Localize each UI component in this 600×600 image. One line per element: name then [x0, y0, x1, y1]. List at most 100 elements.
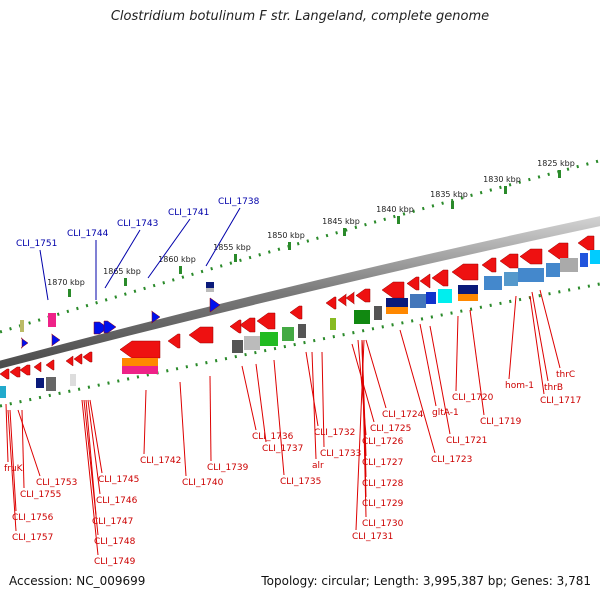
reverse-gene: [577, 235, 595, 251]
kbp-tick: [234, 254, 237, 262]
gene-label: CLI_1747: [92, 517, 133, 527]
gene-label: CLI_1730: [362, 519, 404, 529]
gene-label: CLI_1744: [67, 229, 109, 239]
gene-label: CLI_1731: [352, 532, 393, 542]
reverse-gene: [33, 361, 42, 373]
forward-gene: [48, 313, 56, 327]
genome-backbone: [0, 216, 600, 369]
reverse-gene: [65, 355, 74, 367]
accession-label: Accession: NC_009699: [9, 574, 146, 588]
gene-label: CLI_1724: [382, 410, 424, 420]
reverse-gene: [337, 293, 348, 307]
reverse-gene: [481, 257, 497, 273]
gene-block: [298, 324, 306, 338]
gene-leader-line: [21, 409, 25, 489]
gene-leader-line: [255, 363, 267, 443]
gene-leader-line: [429, 325, 451, 435]
gene-label: CLI_1757: [12, 533, 53, 543]
gene-leader-line: [89, 399, 103, 474]
gene-block: [426, 292, 436, 304]
gene-block: [330, 318, 336, 330]
reverse-gene: [19, 364, 31, 376]
reverse-gene: [188, 326, 214, 344]
gene-block: [504, 272, 518, 286]
gene-leader-line: [205, 207, 241, 267]
gene-leader-line: [321, 351, 325, 448]
gene-label: CLI_1717: [540, 396, 581, 406]
kbp-label: 1835 kbp: [430, 190, 468, 199]
forward-gene: [20, 320, 24, 332]
reverse-gene: [419, 273, 431, 289]
gene-label: hom-1: [505, 381, 534, 391]
kbp-label: 1870 kbp: [47, 278, 85, 287]
forward-gene: [206, 288, 214, 292]
gene-label: CLI_1756: [12, 513, 54, 523]
forward-gene: [20, 337, 29, 349]
kbp-label: 1850 kbp: [267, 231, 305, 240]
gene-label: CLI_1738: [218, 197, 260, 207]
gene-block: [244, 336, 260, 350]
kbp-tick: [504, 186, 507, 194]
gene-block: [232, 340, 243, 353]
gene-label: CLI_1739: [207, 463, 249, 473]
gene-label: thrC: [556, 370, 575, 380]
gene-leader-line: [17, 409, 41, 477]
gene-leader-line: [508, 295, 517, 380]
gene-block: [560, 258, 578, 272]
gene-leader-line: [83, 399, 99, 536]
gene-leader-line: [9, 409, 17, 512]
gene-block: [46, 377, 56, 391]
forward-gene: [206, 282, 214, 288]
kbp-label: 1840 kbp: [376, 205, 414, 214]
gene-label: CLI_1745: [98, 475, 139, 485]
gene-leader-line: [147, 218, 191, 279]
reverse-gene: [431, 269, 449, 287]
reverse-gene: [256, 312, 276, 330]
gene-leader-line: [39, 249, 49, 301]
gene-label: gltA-1: [432, 408, 459, 418]
gene-leader-line: [209, 375, 212, 462]
gene-leader-line: [311, 351, 317, 460]
reverse-gene: [547, 242, 569, 260]
gene-leader-line: [143, 389, 147, 455]
reverse-gene: [73, 353, 83, 365]
gene-block: [580, 253, 588, 267]
gene-block: [484, 276, 502, 290]
gene-block: [354, 310, 370, 324]
gene-label: CLI_1732: [314, 428, 355, 438]
gene-block: [458, 285, 478, 295]
gene-block: [0, 386, 6, 398]
kbp-tick: [451, 201, 454, 209]
gene-block: [458, 294, 478, 301]
gene-leader-line: [241, 365, 257, 431]
gene-label: CLI_1727: [362, 458, 403, 468]
gene-label: CLI_1735: [280, 477, 321, 487]
gene-label: CLI_1751: [16, 239, 57, 249]
gene-block: [518, 268, 544, 282]
kbp-tick: [68, 289, 71, 297]
gene-label: CLI_1721: [446, 436, 487, 446]
gene-leader-line: [419, 323, 437, 407]
reverse-gene: [229, 319, 242, 334]
kbp-label: 1830 kbp: [483, 175, 521, 184]
gene-label: CLI_1737: [262, 444, 303, 454]
gene-label: thrB: [544, 383, 563, 393]
gene-leader-line: [179, 381, 187, 477]
gene-leader-line: [305, 351, 319, 427]
gene-label: CLI_1723: [431, 455, 472, 465]
gene-block: [386, 307, 408, 314]
gene-label: CLI_1742: [140, 456, 181, 466]
gene-label: CLI_1726: [362, 437, 404, 447]
kbp-tick: [397, 216, 400, 224]
gene-leader-line: [529, 295, 545, 395]
gene-label: CLI_1728: [362, 479, 404, 489]
reverse-gene: [325, 296, 337, 310]
gene-leader-line: [365, 339, 387, 409]
gene-block: [590, 250, 600, 264]
gene-block: [36, 378, 44, 388]
reverse-gene: [119, 340, 161, 359]
gene-label: CLI_1719: [480, 417, 522, 427]
gene-block: [122, 358, 158, 367]
forward-gene: [209, 297, 221, 313]
